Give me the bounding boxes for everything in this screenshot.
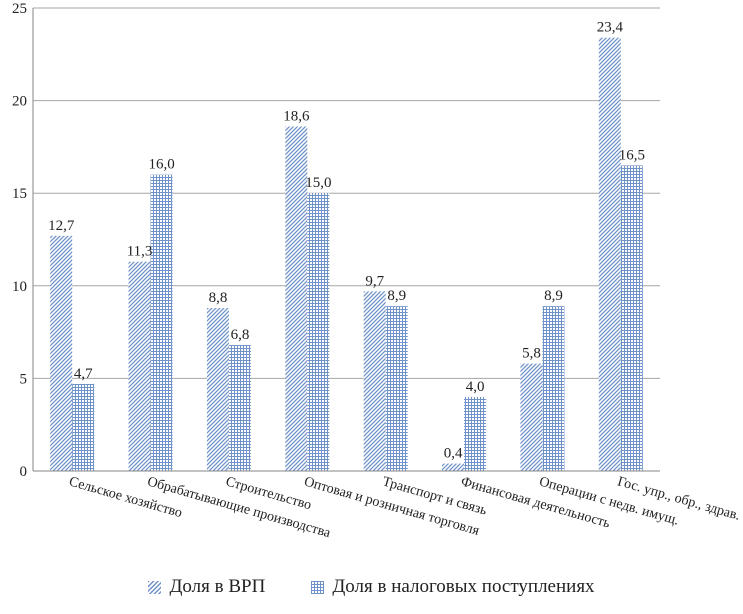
y-tick-label: 20 [12, 94, 27, 110]
data-label: 16,0 [148, 157, 174, 173]
bar [307, 193, 330, 471]
data-label: 9,7 [365, 273, 384, 289]
bar [620, 165, 643, 472]
legend-label-vrp: Доля в ВРП [169, 576, 266, 597]
data-label: 23,4 [597, 20, 624, 36]
bar [228, 345, 251, 471]
bar [150, 174, 173, 471]
data-label: 11,3 [127, 244, 153, 260]
data-label: 8,8 [209, 290, 228, 306]
bar [363, 291, 386, 471]
legend-swatch-grid [311, 580, 325, 594]
data-label: 18,6 [283, 109, 310, 125]
data-label: 15,0 [305, 175, 331, 191]
y-tick-label: 10 [12, 279, 27, 295]
legend-swatch-diagonal [148, 580, 162, 594]
legend-label-tax: Доля в налоговых поступлениях [332, 576, 595, 597]
data-label: 16,5 [619, 147, 645, 163]
bar [206, 308, 229, 471]
data-label: 12,7 [48, 218, 75, 234]
data-label: 6,8 [231, 327, 250, 343]
y-tick-label: 5 [20, 371, 28, 387]
bar [385, 306, 408, 471]
data-label: 8,9 [387, 288, 406, 304]
y-tick-label: 15 [12, 186, 27, 202]
data-label: 8,9 [544, 288, 563, 304]
bar [464, 396, 487, 471]
bar [285, 126, 308, 471]
data-label: 4,0 [466, 379, 485, 395]
bar [442, 463, 465, 471]
y-tick-label: 25 [12, 1, 27, 17]
legend-item-vrp: Доля в ВРП [148, 576, 265, 598]
bar [128, 261, 151, 471]
data-label: 5,8 [522, 346, 541, 362]
bar [72, 383, 95, 471]
bar [50, 235, 73, 471]
legend: Доля в ВРП Доля в налоговых поступлениях [0, 572, 743, 602]
data-label: 4,7 [74, 366, 93, 382]
data-label: 0,4 [444, 446, 463, 462]
bar [542, 306, 565, 471]
legend-item-tax: Доля в налоговых поступлениях [311, 576, 595, 598]
y-tick-label: 0 [20, 464, 28, 480]
bar [598, 37, 621, 472]
bar [520, 363, 543, 471]
